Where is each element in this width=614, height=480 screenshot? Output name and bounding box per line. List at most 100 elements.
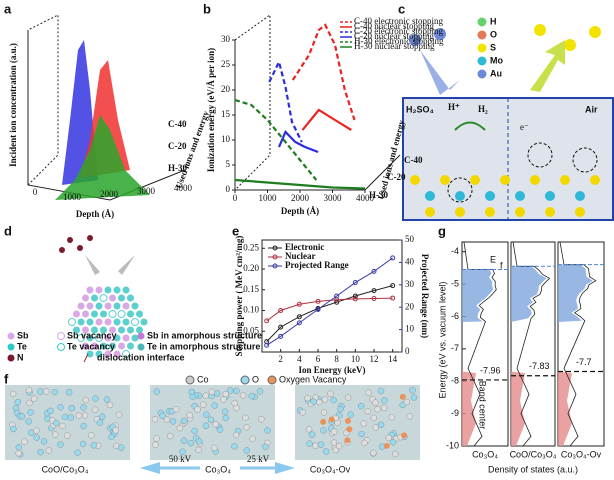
x-tick-label: 4000 [356,193,375,203]
atom [153,435,160,442]
series-label: H-30 [168,163,187,173]
label: E [490,254,496,264]
dos-outline [512,241,551,447]
atom [109,342,116,350]
marker [334,299,340,305]
atom [169,418,177,425]
atom [152,441,159,448]
legend-label: Nuclear [285,251,316,261]
atom [18,413,26,420]
legend-label: Co [197,374,209,384]
atom [74,449,81,456]
atom [75,412,83,419]
x-tick-label: 14 [388,354,398,364]
arrow [85,255,100,275]
atom [115,411,123,418]
legend-swatch [272,263,278,269]
series-line [266,257,393,346]
atom [103,396,111,403]
atom [87,235,93,241]
label: e⁻ [520,122,529,132]
label: Band center [478,381,488,430]
atom [249,435,256,442]
legend-swatch [83,353,89,363]
x-tick-label: 8 [334,354,339,364]
series-line [301,108,352,131]
atom [211,444,218,452]
series-label: H-30 [369,190,388,200]
atom [37,388,44,395]
atom [186,411,193,419]
atom [221,408,229,415]
legend-label: Mo [490,55,503,65]
atom [312,442,319,449]
atom [27,429,35,436]
atom [131,318,139,326]
y2-tick-label: 10 [405,324,415,334]
legend-swatch [57,343,65,351]
atom [401,432,408,439]
atom [122,334,130,342]
atom [91,326,98,334]
atom [52,431,59,438]
atom [95,334,103,342]
label: Depth (Å) [76,209,114,219]
atom [26,399,33,407]
atom [231,443,238,450]
legend-label: Au [490,68,502,78]
atom [112,427,119,434]
legend-swatch [267,375,277,385]
atom [95,350,103,358]
marker [390,283,396,289]
marker [315,298,321,304]
y-tick-label: -7 [451,343,459,353]
atom [25,418,32,425]
atom [381,397,388,404]
x-tick-label: 2000 [291,193,310,203]
y-tick-label: 10 [221,134,231,144]
atom [248,392,255,400]
atom [118,294,125,302]
dos-valence [558,371,572,446]
atom [140,318,148,326]
legend-label: H [490,16,497,26]
atom [40,438,48,445]
atom [222,414,229,422]
y-tick-label: -4 [451,246,459,256]
atom [181,417,188,424]
atom [122,318,130,326]
atom [233,387,240,395]
atom [109,294,116,302]
atom [92,395,99,402]
x-tick-label: 4000 [174,183,193,193]
label: Ionization energy (eV/Å per ion) [206,48,216,172]
atom [243,447,251,454]
y2-tick-label: 0 [405,346,410,356]
atom [213,390,221,397]
atom [66,389,73,396]
atom [377,421,385,429]
atom [61,413,69,421]
atom [409,387,416,394]
label: Used ions and energy [376,118,407,200]
marker [352,280,358,286]
atom [262,443,269,450]
atom [131,334,139,342]
atom [82,294,89,302]
atom [68,318,76,326]
label: Projected Range (nm) [420,254,430,338]
plot-frame [261,239,403,353]
atom [77,334,85,342]
legend-label: Projected Range [285,260,349,270]
atom [361,439,368,447]
atom [360,420,367,427]
atom [113,302,121,310]
atom [104,350,112,358]
atom [99,294,108,302]
x-tick-label: 3000 [324,193,343,203]
legend-swatch [272,254,278,260]
legend-label: O [490,29,497,39]
atom [322,448,330,455]
atom [108,310,117,318]
atom [80,404,87,411]
